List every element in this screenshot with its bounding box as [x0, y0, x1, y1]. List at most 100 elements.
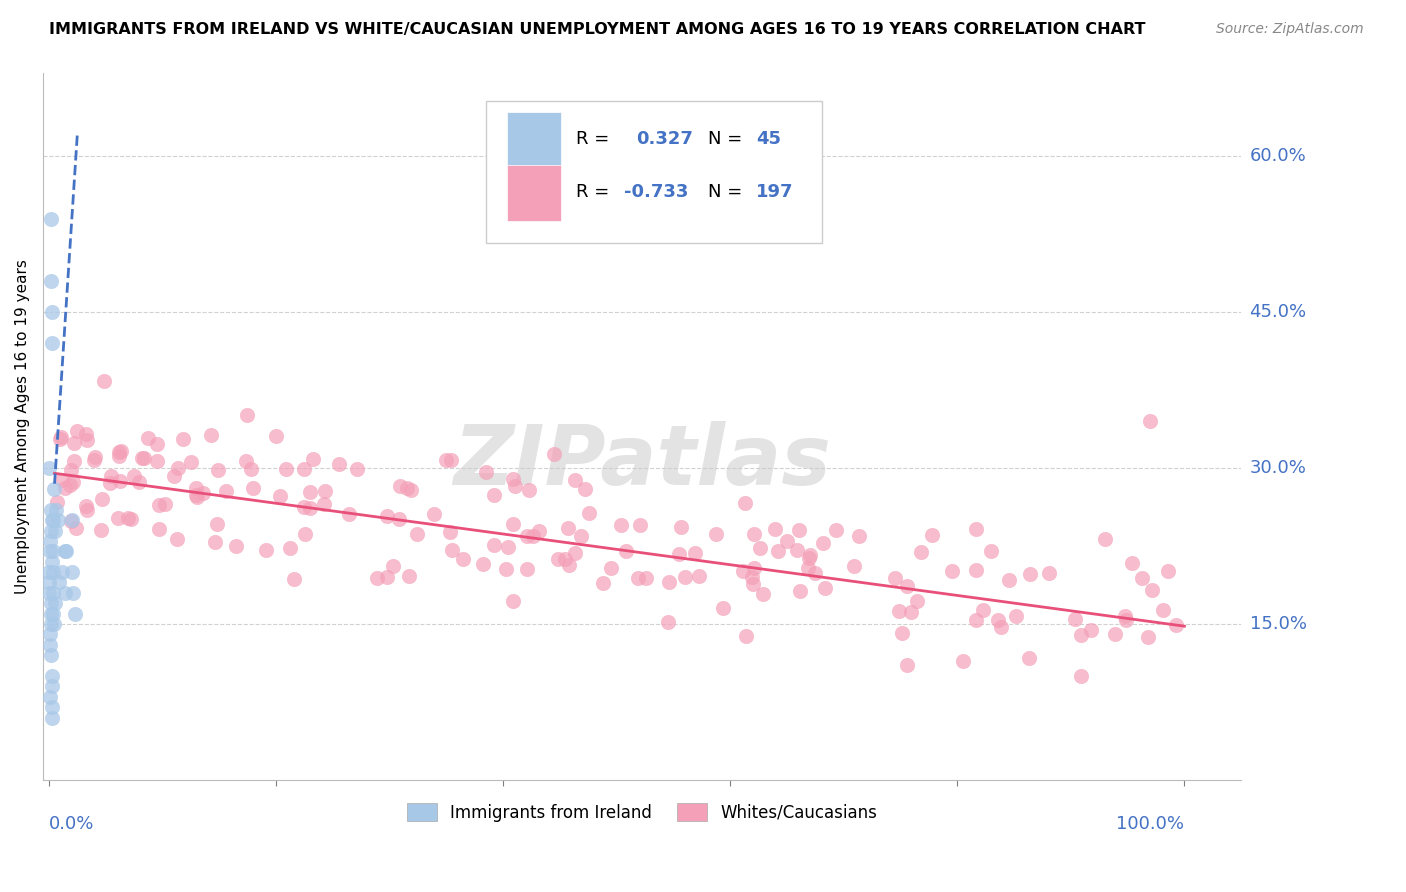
- Point: [242, 481, 264, 495]
- Point: [45, 494, 67, 508]
- Point: [786, 543, 808, 558]
- Point: [62, 475, 84, 489]
- Point: [60, 514, 83, 528]
- Point: [987, 613, 1010, 627]
- Point: [55, 544, 77, 558]
- Point: [42, 482, 65, 496]
- Point: [84, 450, 107, 464]
- Point: [475, 465, 498, 479]
- Point: [337, 508, 360, 522]
- Point: [108, 445, 131, 459]
- Point: [688, 568, 710, 582]
- Point: [294, 527, 316, 541]
- Point: [100, 469, 122, 483]
- Point: [921, 528, 943, 542]
- Point: [366, 571, 388, 585]
- Point: [440, 543, 463, 558]
- Point: [1157, 564, 1180, 578]
- Point: [900, 605, 922, 619]
- Point: [42, 565, 65, 579]
- Point: [314, 483, 336, 498]
- Point: [658, 574, 681, 589]
- Point: [472, 558, 495, 572]
- Point: [38, 586, 60, 600]
- Point: [1104, 627, 1126, 641]
- Point: [98, 475, 121, 490]
- Point: [965, 613, 987, 627]
- Point: [39, 211, 62, 226]
- Point: [799, 549, 821, 563]
- Point: [1094, 532, 1116, 546]
- Point: [673, 569, 696, 583]
- Point: [207, 463, 229, 477]
- Point: [731, 564, 754, 578]
- Point: [883, 571, 905, 585]
- Point: [1114, 609, 1136, 624]
- Point: [776, 533, 799, 548]
- Point: [388, 479, 411, 493]
- Point: [146, 454, 169, 468]
- Point: [44, 596, 66, 610]
- Point: [406, 527, 429, 541]
- Point: [39, 524, 62, 538]
- Point: [235, 454, 257, 468]
- Point: [789, 584, 811, 599]
- Point: [41, 513, 63, 527]
- Point: [842, 558, 865, 573]
- Point: [1070, 627, 1092, 641]
- Point: [609, 518, 631, 533]
- Text: Source: ZipAtlas.com: Source: ZipAtlas.com: [1216, 22, 1364, 37]
- Point: [543, 447, 565, 461]
- Point: [184, 482, 207, 496]
- Point: [39, 690, 62, 704]
- Text: 45.0%: 45.0%: [1250, 303, 1306, 321]
- Point: [63, 454, 86, 468]
- Point: [346, 461, 368, 475]
- Point: [887, 604, 910, 618]
- Point: [683, 546, 706, 560]
- Point: [41, 617, 63, 632]
- Point: [1121, 556, 1143, 570]
- Point: [51, 473, 73, 487]
- Point: [896, 657, 918, 672]
- Point: [482, 488, 505, 502]
- Point: [503, 478, 526, 492]
- Point: [1130, 571, 1153, 585]
- Point: [46, 513, 69, 527]
- Point: [797, 561, 820, 575]
- Point: [910, 545, 932, 559]
- Point: [107, 510, 129, 524]
- Point: [941, 564, 963, 578]
- Point: [972, 603, 994, 617]
- Point: [63, 435, 86, 450]
- Point: [75, 500, 97, 514]
- Point: [292, 500, 315, 514]
- Point: [741, 569, 763, 583]
- Point: [848, 529, 870, 543]
- Point: [186, 490, 208, 504]
- Text: 197: 197: [756, 183, 793, 201]
- Text: -0.733: -0.733: [624, 183, 689, 201]
- Point: [180, 455, 202, 469]
- Point: [236, 408, 259, 422]
- Point: [299, 501, 322, 516]
- Point: [41, 607, 63, 621]
- Text: 100.0%: 100.0%: [1116, 815, 1184, 833]
- Point: [120, 512, 142, 526]
- Point: [1019, 567, 1042, 582]
- Point: [38, 565, 60, 579]
- FancyBboxPatch shape: [486, 102, 823, 243]
- Point: [45, 502, 67, 516]
- Point: [53, 544, 76, 558]
- Point: [398, 569, 420, 583]
- Point: [564, 473, 586, 487]
- Point: [62, 586, 84, 600]
- Point: [599, 561, 621, 575]
- Point: [274, 462, 297, 476]
- Point: [965, 563, 987, 577]
- Point: [516, 562, 538, 576]
- Point: [768, 544, 790, 558]
- Point: [1140, 582, 1163, 597]
- Point: [763, 522, 786, 536]
- Text: ZIPatlas: ZIPatlas: [453, 421, 831, 502]
